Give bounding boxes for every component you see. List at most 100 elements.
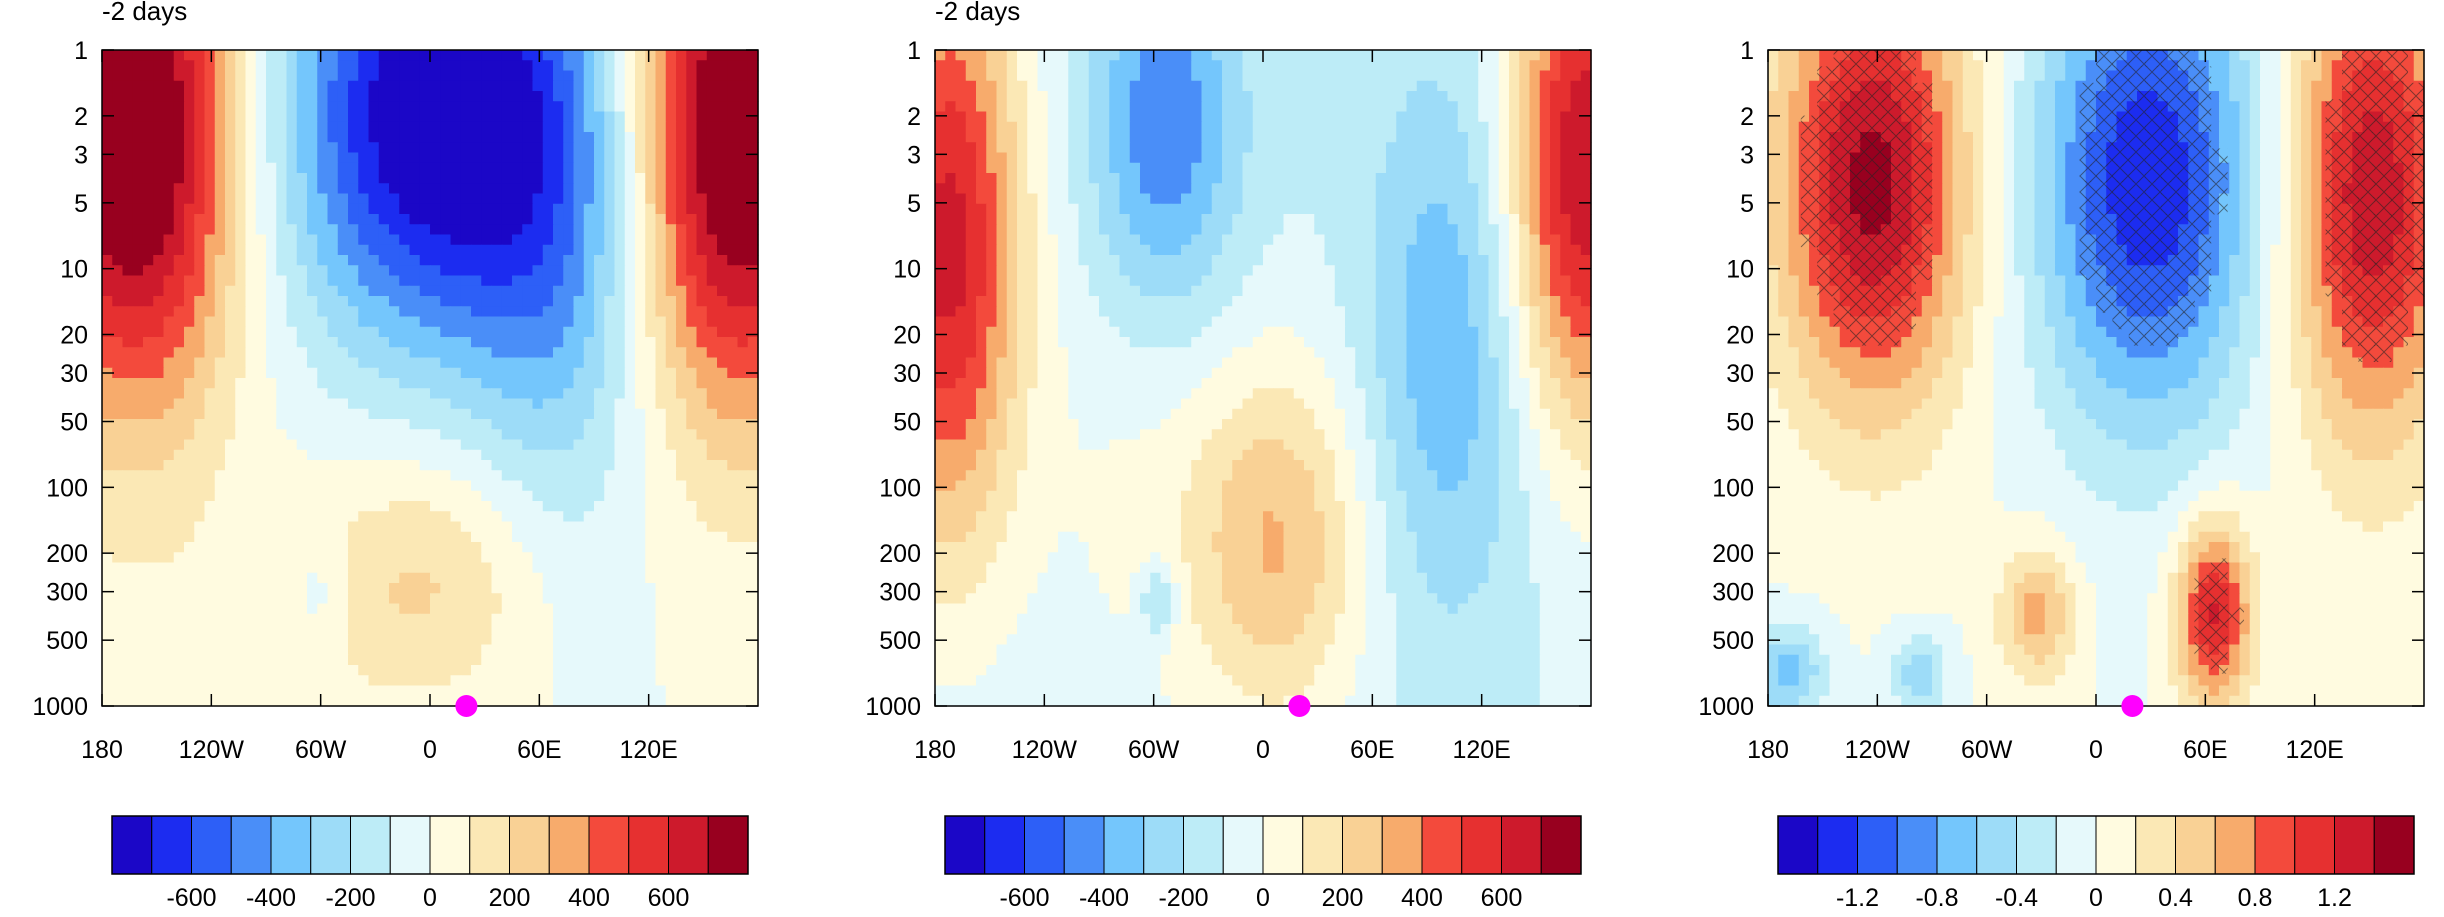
panel3-xtick-label: 60E xyxy=(2183,736,2227,764)
panel1-ytick-label: 200 xyxy=(46,540,88,568)
panel1-xtick-label: 120W xyxy=(179,736,245,764)
colorbar-swatch xyxy=(628,815,669,875)
panel2-xtick-label: 120W xyxy=(1012,736,1078,764)
panel1-xtick-label: 180 xyxy=(81,736,123,764)
colorbar-swatch xyxy=(1461,815,1502,875)
panel3-marker xyxy=(2121,695,2144,717)
panel1-ytick-label: 1 xyxy=(74,37,88,65)
colorbar-label: 600 xyxy=(648,884,690,912)
colorbar-swatch xyxy=(1183,815,1224,875)
colorbar-swatch xyxy=(1540,815,1582,875)
panel3-colorbar: -1.2 -0.8 -0.4 0 0.4 0.8 1.2 xyxy=(1777,815,2415,912)
panel1-colorbar: -600 -400 -200 0 200 400 600 xyxy=(111,815,749,912)
colorbar-swatch xyxy=(2214,815,2256,875)
colorbar-swatch xyxy=(151,815,192,875)
colorbar-swatch xyxy=(1103,815,1145,875)
colorbar-swatch xyxy=(984,815,1025,875)
panel3-xtick-label: 180 xyxy=(1747,736,1789,764)
colorbar-swatch xyxy=(2334,815,2375,875)
panel2-ytick-label: 200 xyxy=(879,540,921,568)
panel2-xtick-label: 60W xyxy=(1128,736,1180,764)
colorbar-swatch xyxy=(429,815,471,875)
colorbar-swatch xyxy=(1024,815,1065,875)
colorbar-swatch xyxy=(1262,815,1304,875)
panel2-xtick-label: 180 xyxy=(914,736,956,764)
colorbar-swatch xyxy=(668,815,709,875)
colorbar-swatch xyxy=(1976,815,2017,875)
panel3-ytick-label: 1000 xyxy=(1698,693,1754,721)
panel2-ytick-label: 2 xyxy=(907,103,921,131)
panel2-xtick-label: 120E xyxy=(1452,736,1510,764)
panel1-xtick-label: 0 xyxy=(423,736,437,764)
colorbar-swatch xyxy=(230,815,272,875)
panel2-marker xyxy=(1288,695,1311,717)
panel1-ytick-label: 2 xyxy=(74,103,88,131)
panel2-ytick-label: 10 xyxy=(893,256,921,284)
colorbar-swatch xyxy=(1936,815,1978,875)
colorbar-swatch xyxy=(2016,815,2057,875)
colorbar-label: -600 xyxy=(999,884,1049,912)
panel1-ytick-label: 50 xyxy=(60,409,88,437)
colorbar-label: 400 xyxy=(1401,884,1443,912)
panel3-ytick-label: 3 xyxy=(1740,141,1754,169)
colorbar-swatch xyxy=(2175,815,2216,875)
panel1-ytick-label: 300 xyxy=(46,579,88,607)
panel1-ytick-label: 100 xyxy=(46,474,88,502)
colorbar-label: 200 xyxy=(1322,884,1364,912)
panel3-xtick-label: 120W xyxy=(1845,736,1911,764)
colorbar-swatch xyxy=(1421,815,1463,875)
panel2-ytick-label: 3 xyxy=(907,141,921,169)
colorbar-label: -400 xyxy=(246,884,296,912)
colorbar-label: 0 xyxy=(2089,884,2103,912)
panel2-ytick-label: 50 xyxy=(893,409,921,437)
panel1-ytick-label: 5 xyxy=(74,190,88,218)
colorbar-swatch xyxy=(2373,815,2415,875)
panel2-ytick-label: 5 xyxy=(907,190,921,218)
panel1-plot: 1 2 3 5 10 20 30 50 100 200 300 500 1000 180 120W 60W 0 6… xyxy=(32,37,759,764)
colorbar-swatch xyxy=(2254,815,2296,875)
colorbar-swatch xyxy=(944,815,986,875)
colorbar-swatch xyxy=(707,815,749,875)
colorbar-swatch xyxy=(1381,815,1423,875)
colorbar-swatch xyxy=(548,815,590,875)
colorbar-label: -0.8 xyxy=(1915,884,1958,912)
panel3-ytick-label: 2 xyxy=(1740,103,1754,131)
panel2-ytick-label: 1000 xyxy=(865,693,921,721)
colorbar-swatch xyxy=(1896,815,1938,875)
colorbar-swatch xyxy=(1817,815,1858,875)
panel1-xtick-label: 60W xyxy=(295,736,347,764)
panel2-ytick-label: 30 xyxy=(893,360,921,388)
panel3-ytick-label: 10 xyxy=(1726,256,1754,284)
panel3-ytick-label: 100 xyxy=(1712,474,1754,502)
panel2-ytick-label: 300 xyxy=(879,579,921,607)
panel2-plot: 1 2 3 5 10 20 30 50 100 200 300 500 1000 180 120W 60W 0 6… xyxy=(865,37,1592,764)
colorbar-label: -0.4 xyxy=(1995,884,2038,912)
panel1-ytick-label: 10 xyxy=(60,256,88,284)
panel2-xtick-label: 60E xyxy=(1350,736,1394,764)
panel1-ytick-label: 3 xyxy=(74,141,88,169)
colorbar-swatch xyxy=(1222,815,1264,875)
colorbar-label: 400 xyxy=(568,884,610,912)
colorbar-swatch xyxy=(270,815,312,875)
panel1-ytick-label: 30 xyxy=(60,360,88,388)
colorbar-label: 600 xyxy=(1481,884,1523,912)
panel2-ytick-label: 1 xyxy=(907,37,921,65)
colorbar-swatch xyxy=(1063,815,1105,875)
panel3-ytick-label: 50 xyxy=(1726,409,1754,437)
panel2-xtick-label: 0 xyxy=(1256,736,1270,764)
colorbar-swatch xyxy=(191,815,232,875)
colorbar-swatch xyxy=(1143,815,1184,875)
colorbar-label: 0 xyxy=(423,884,437,912)
colorbar-swatch xyxy=(2095,815,2137,875)
panel3-ytick-label: 5 xyxy=(1740,190,1754,218)
panel3-ytick-label: 500 xyxy=(1712,627,1754,655)
panel1-title: -2 days xyxy=(102,0,187,26)
colorbar-swatch xyxy=(469,815,510,875)
panel1-marker xyxy=(455,695,478,717)
colorbar-label: -1.2 xyxy=(1836,884,1879,912)
colorbar-label: -200 xyxy=(1158,884,1208,912)
panel2-ytick-label: 100 xyxy=(879,474,921,502)
colorbar-swatch xyxy=(509,815,550,875)
panel3-ytick-label: 1 xyxy=(1740,37,1754,65)
